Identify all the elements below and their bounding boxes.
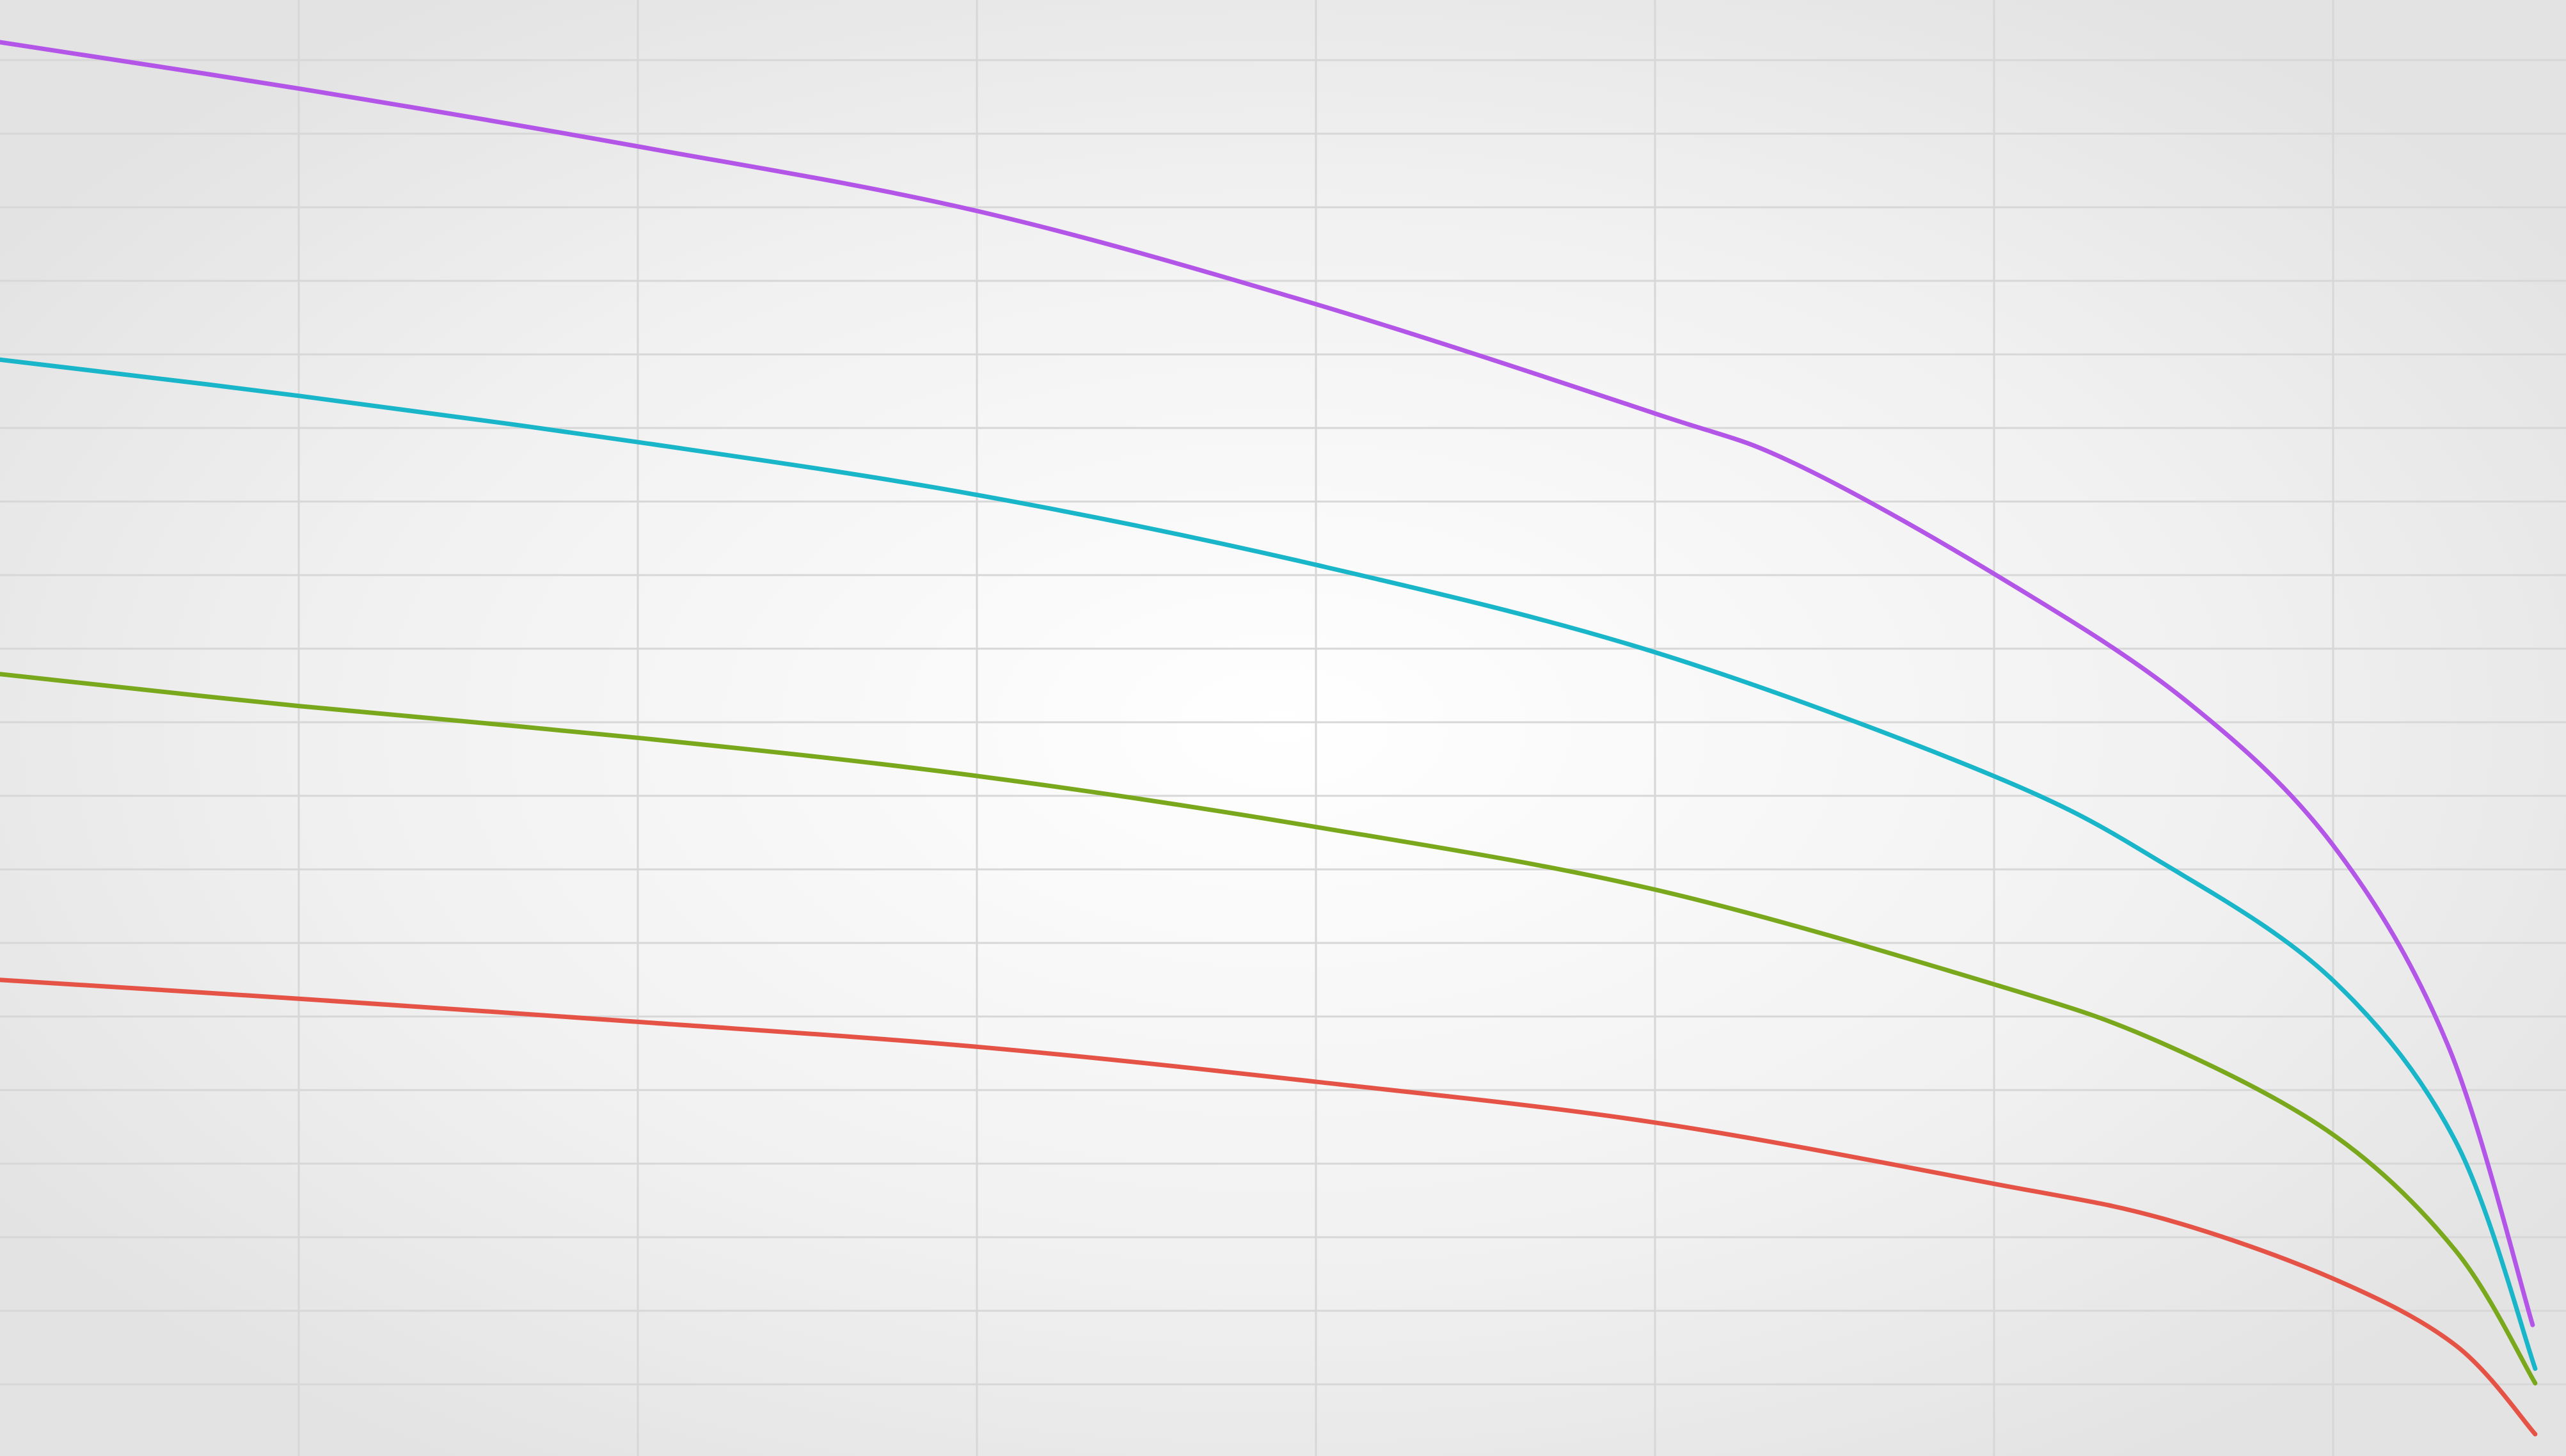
series-line-3 [0,672,2538,1386]
series-line-1 [0,40,2535,1327]
series-line-4 [0,977,2538,1437]
series-lines [0,40,2538,1437]
series-line-2 [0,357,2538,1371]
